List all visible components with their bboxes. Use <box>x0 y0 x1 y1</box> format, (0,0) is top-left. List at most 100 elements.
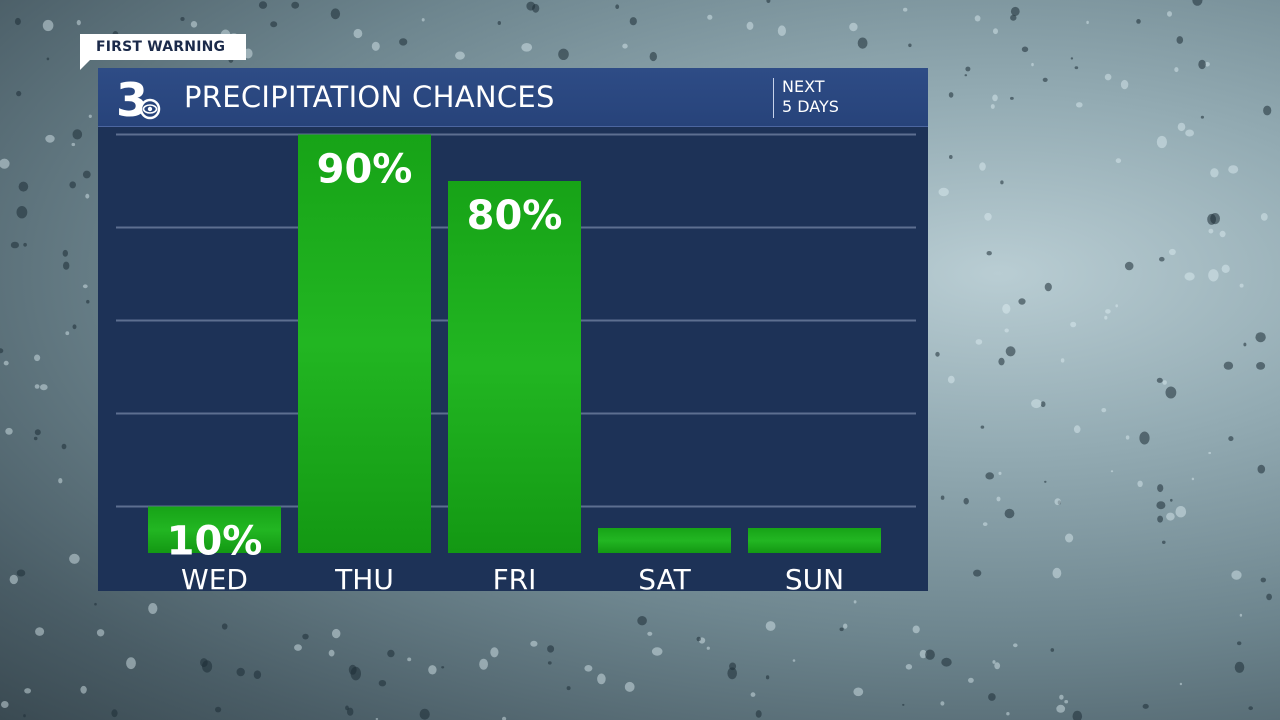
raindrop <box>350 666 361 681</box>
raindrop <box>479 658 488 670</box>
raindrop <box>1200 115 1204 119</box>
raindrop <box>1239 613 1243 617</box>
forecast-range-line2: 5 DAYS <box>782 97 839 116</box>
raindrop <box>941 657 952 667</box>
raindrop <box>1185 129 1194 137</box>
raindrop <box>294 644 302 651</box>
raindrop <box>45 134 55 143</box>
raindrop <box>65 331 70 336</box>
raindrop <box>33 436 38 441</box>
raindrop <box>1010 6 1020 16</box>
raindrop <box>1207 213 1216 225</box>
raindrop <box>1076 102 1083 108</box>
raindrop <box>1243 342 1247 347</box>
raindrop <box>1115 158 1122 164</box>
raindrop <box>532 3 540 13</box>
raindrop <box>1120 79 1129 90</box>
raindrop <box>61 443 67 450</box>
raindrop <box>1044 282 1052 292</box>
raindrop <box>215 706 222 713</box>
raindrop <box>345 705 349 711</box>
raindrop <box>1198 59 1206 70</box>
raindrop <box>1156 501 1166 510</box>
raindrop <box>1191 477 1195 481</box>
bars <box>148 134 881 553</box>
raindrop <box>707 14 713 20</box>
raindrop <box>62 249 68 257</box>
panel-header: 3 PRECIPITATION CHANCES NEXT 5 DAYS <box>98 68 928 127</box>
raindrop <box>765 621 776 631</box>
raindrop <box>387 649 395 658</box>
raindrop <box>935 351 940 357</box>
raindrop <box>727 667 737 680</box>
raindrop <box>597 673 606 685</box>
raindrop <box>1228 436 1234 442</box>
raindrop <box>1002 303 1011 314</box>
raindrop <box>88 114 92 119</box>
raindrop <box>1169 248 1176 256</box>
bar-thu <box>298 134 431 553</box>
raindrop <box>421 18 425 22</box>
raindrop <box>530 640 538 647</box>
raindrop <box>1176 36 1184 44</box>
bar-fri <box>448 181 581 553</box>
raindrop <box>428 665 437 675</box>
raindrop <box>1013 643 1018 648</box>
raindrop <box>1219 230 1226 238</box>
raindrop <box>14 17 21 26</box>
raindrop <box>34 429 41 436</box>
raindrop <box>1040 401 1046 408</box>
raindrop <box>378 680 387 687</box>
raindrop <box>629 17 637 26</box>
raindrop <box>1263 105 1272 116</box>
raindrop <box>994 662 1001 670</box>
raindrop <box>35 627 45 636</box>
raindrop <box>202 660 213 673</box>
raindrop <box>243 48 253 59</box>
category-label-thu: THU <box>334 563 394 591</box>
raindrop <box>82 284 88 289</box>
raindrop <box>1162 380 1167 385</box>
station-logo: 3 <box>116 73 161 122</box>
forecast-range-line1: NEXT <box>782 77 825 96</box>
category-label-sat: SAT <box>638 563 691 591</box>
raindrop <box>853 687 864 697</box>
raindrop <box>1260 213 1268 221</box>
raindrop <box>69 181 76 189</box>
raindrop <box>615 4 620 9</box>
raindrop <box>1192 0 1203 6</box>
raindrop <box>1136 19 1141 24</box>
raindrop <box>696 636 701 642</box>
raindrop <box>23 714 26 718</box>
raindrop <box>980 425 985 429</box>
raindrop <box>1064 700 1069 704</box>
raindrop <box>948 92 954 98</box>
raindrop <box>1060 358 1065 363</box>
raindrop <box>1142 703 1149 709</box>
raindrop <box>190 21 198 28</box>
raindrop <box>1260 577 1267 583</box>
bar-wed <box>148 506 281 553</box>
raindrop <box>82 170 91 179</box>
raindrop <box>34 354 41 362</box>
raindrop <box>71 142 76 147</box>
raindrop <box>1175 506 1187 518</box>
raindrop <box>96 629 105 637</box>
raindrop <box>902 703 905 706</box>
raindrop <box>982 522 988 526</box>
raindrop <box>651 647 663 656</box>
raindrop <box>5 427 13 435</box>
raindrop <box>985 472 994 480</box>
raindrop <box>69 553 80 564</box>
raindrop <box>1204 62 1210 67</box>
raindrop <box>1166 512 1175 521</box>
raindrop <box>998 357 1005 366</box>
raindrop <box>706 646 710 650</box>
raindrop <box>1256 362 1266 370</box>
raindrop <box>622 43 628 49</box>
raindrop <box>0 348 4 354</box>
raindrop <box>974 15 981 22</box>
raindrop <box>1170 498 1173 502</box>
raindrop <box>1 701 9 708</box>
